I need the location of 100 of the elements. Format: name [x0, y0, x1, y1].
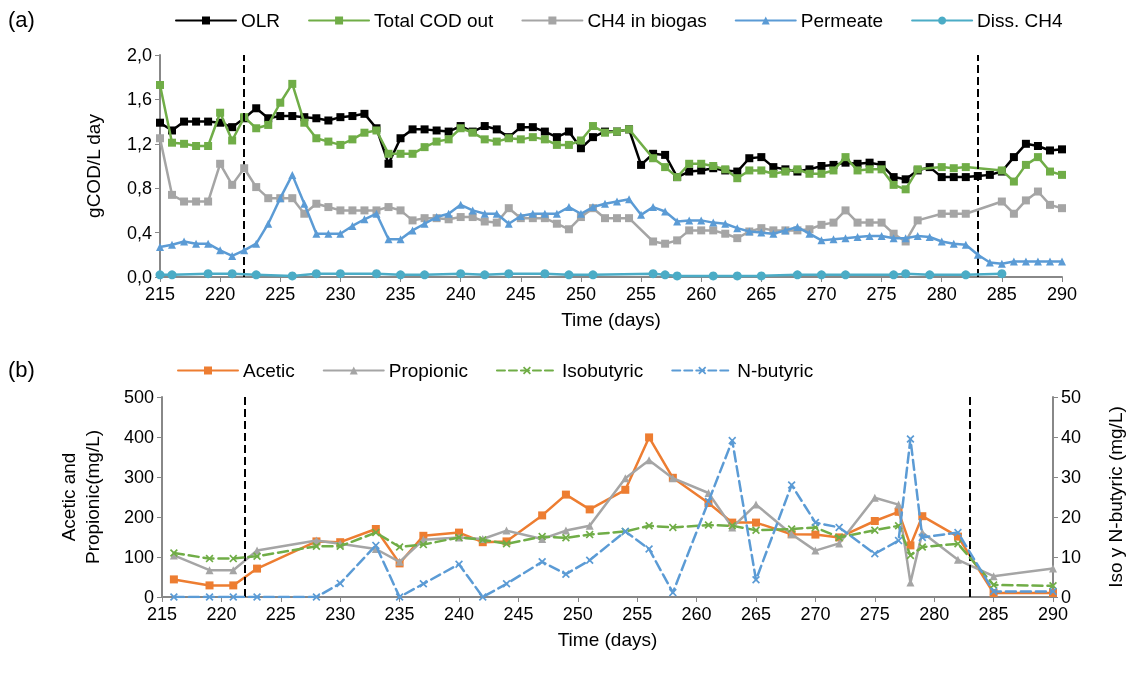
- legend-label: Propionic: [388, 360, 468, 381]
- x-tick-label: 235: [384, 604, 415, 624]
- y2-tick-label: 10: [1061, 547, 1082, 567]
- x-tick-label: 250: [562, 604, 593, 624]
- point: [811, 546, 820, 555]
- point: [728, 436, 737, 445]
- point: [455, 560, 463, 569]
- x-tick-label: 220: [206, 604, 237, 624]
- x-tick-label: 280: [926, 284, 957, 304]
- x-tick-label: 255: [626, 284, 657, 304]
- point: [645, 521, 654, 530]
- text: (a): [8, 6, 35, 32]
- point: [419, 579, 428, 588]
- point: [645, 456, 654, 465]
- x-tick-label: 215: [146, 604, 178, 624]
- y-tick-label: 300: [123, 467, 154, 487]
- x-tick-label: 265: [740, 604, 772, 624]
- point: [169, 575, 178, 584]
- y2-tick-label: 40: [1061, 427, 1082, 447]
- x-tick-label: 275: [859, 604, 890, 624]
- point: [645, 433, 654, 442]
- point: [752, 526, 760, 535]
- point: [621, 485, 630, 494]
- legend-label: CH4 in biogas: [587, 10, 707, 31]
- point: [1049, 564, 1057, 573]
- point: [538, 511, 547, 520]
- x-tick-label: 245: [503, 604, 534, 624]
- point: [561, 570, 570, 579]
- legend-label: Total COD out: [374, 10, 495, 31]
- point: [752, 518, 760, 527]
- point: [870, 517, 879, 525]
- x-tick-label: 290: [1046, 284, 1078, 304]
- point: [953, 555, 962, 564]
- x-tick-label: 225: [265, 284, 296, 304]
- point: [752, 500, 760, 509]
- point: [811, 518, 820, 527]
- y-axis-title: Acetic and Propionic(mg/L): [57, 429, 103, 565]
- y2-tick-label: 30: [1061, 467, 1082, 487]
- y2-axis-title: Iso y N-butyric (mg/L): [1104, 406, 1126, 588]
- x-tick-label: 260: [686, 284, 717, 304]
- point: [205, 566, 214, 575]
- point: [953, 539, 962, 548]
- y-tick-label: 200: [123, 507, 154, 527]
- point: [561, 490, 570, 499]
- point: [585, 556, 594, 565]
- x-tick-label: 230: [325, 604, 356, 624]
- point: [229, 581, 238, 590]
- y-tick-label: 0: [143, 587, 154, 607]
- x-tick-label: 230: [325, 284, 356, 304]
- legend-label: Permeate: [800, 10, 884, 31]
- point: [870, 526, 879, 535]
- point: [336, 579, 345, 588]
- legend-label: OLR: [241, 10, 281, 31]
- x-tick-label: 250: [565, 284, 596, 304]
- legend-label: Acetic: [243, 360, 295, 381]
- point: [645, 545, 654, 553]
- x-tick-label: 285: [978, 604, 1009, 624]
- point: [561, 533, 570, 542]
- y-tick-label: 0,8: [126, 178, 152, 199]
- point: [870, 549, 879, 558]
- x-tick-label: 220: [205, 284, 236, 304]
- point: [253, 564, 262, 573]
- y-tick-label: 100: [123, 547, 154, 567]
- point: [419, 540, 428, 549]
- point: [253, 552, 262, 561]
- x-tick-label: 240: [443, 604, 475, 624]
- y-tick-label: 0,0: [126, 267, 152, 287]
- point: [906, 551, 915, 560]
- y2-tick-label: 50: [1061, 387, 1082, 407]
- x-tick-label: 285: [986, 284, 1017, 304]
- x-tick-label: 225: [265, 604, 296, 624]
- legend-label: Isobutyric: [561, 360, 644, 381]
- y2-tick-label: 20: [1061, 507, 1082, 527]
- point: [169, 593, 178, 601]
- point: [561, 526, 570, 535]
- point: [585, 505, 594, 514]
- x-tick-label: 255: [622, 604, 653, 624]
- y-tick-label: 500: [123, 387, 154, 407]
- point: [229, 554, 238, 563]
- x-tick-label: 270: [806, 284, 837, 304]
- x-axis-title: Time (days): [557, 629, 658, 651]
- x-tick-label: 215: [144, 284, 176, 304]
- x-axis-title: Time (days): [561, 309, 661, 331]
- point: [906, 541, 915, 550]
- point: [870, 493, 879, 502]
- point: [502, 526, 511, 535]
- point: [989, 572, 998, 581]
- point: [205, 581, 214, 590]
- y-axis-title: gCOD/L day: [82, 113, 104, 218]
- y-tick-label: 400: [123, 427, 154, 447]
- point: [538, 557, 547, 566]
- point: [811, 530, 820, 539]
- point: [585, 530, 594, 539]
- y2-tick-label: 0: [1061, 587, 1072, 607]
- point: [894, 536, 903, 545]
- x-tick-label: 260: [681, 604, 712, 624]
- x-tick-label: 245: [505, 284, 536, 304]
- point: [918, 533, 927, 542]
- x-tick-label: 275: [866, 284, 897, 304]
- point: [205, 554, 214, 563]
